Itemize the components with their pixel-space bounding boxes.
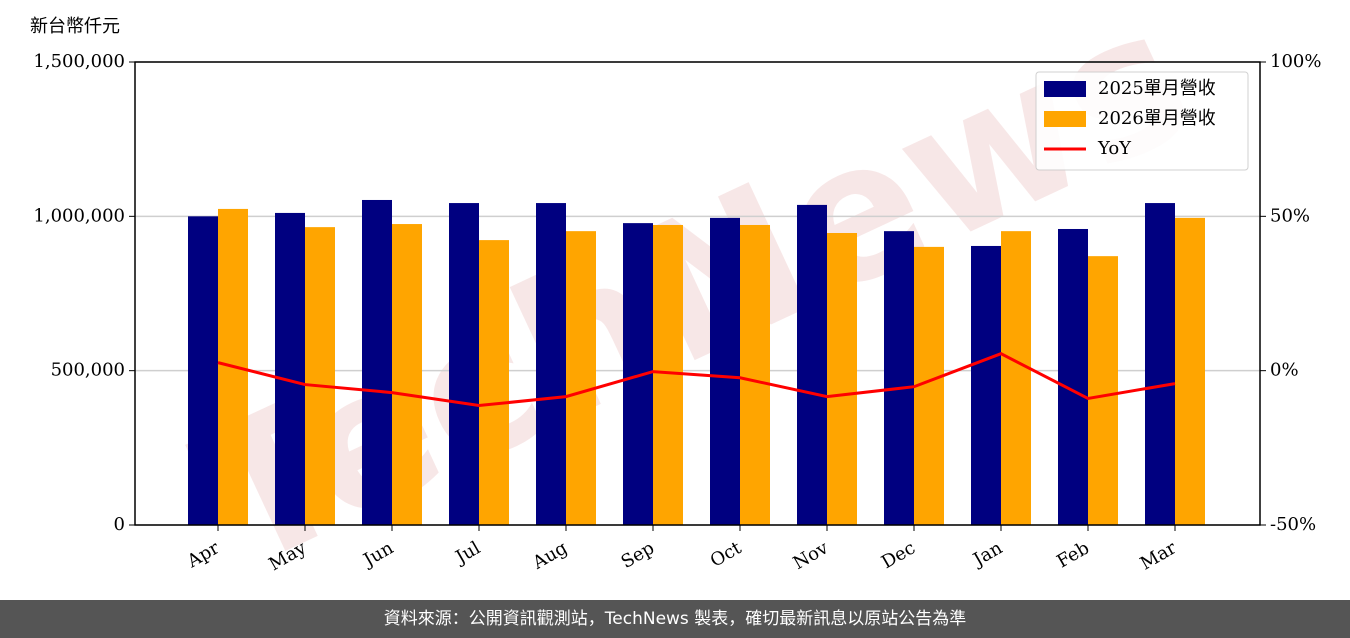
x-tick-label: Oct — [707, 537, 746, 572]
bar — [392, 224, 422, 526]
x-tick-label: Jul — [450, 537, 484, 569]
bar — [188, 216, 218, 526]
chart: 新台幣仟元 TechNews 0500,0001,000,0001,500,00… — [30, 0, 1321, 600]
legend-label: YoY — [1097, 138, 1132, 159]
bar — [1088, 256, 1118, 525]
x-tick-label: Nov — [790, 537, 833, 574]
footer: 資料來源：公開資訊觀測站，TechNews 製表，確切最新訊息以原站公告為準 — [0, 600, 1350, 638]
bar — [1001, 231, 1031, 525]
bar — [653, 224, 683, 525]
y2-tick-label: 50% — [1270, 205, 1310, 226]
x-tick-label: Jan — [968, 537, 1006, 571]
bar — [449, 203, 479, 525]
bar — [362, 199, 392, 525]
bar — [884, 231, 914, 525]
bar — [971, 245, 1001, 525]
legend-label: 2026單月營收 — [1098, 108, 1216, 129]
legend-box — [1035, 71, 1249, 171]
bar — [536, 203, 566, 525]
y-axis-label: 新台幣仟元 — [30, 16, 120, 37]
y2-tick-label: 100% — [1270, 51, 1321, 72]
y2-tick-label: -50% — [1270, 514, 1316, 535]
bar — [1058, 228, 1088, 526]
x-tick-label: Dec — [878, 537, 919, 573]
bar — [275, 212, 305, 526]
line — [217, 352, 1176, 408]
bar — [479, 240, 509, 526]
x-tick-label: Apr — [183, 537, 223, 572]
legend-label: 2025單月營收 — [1098, 78, 1216, 99]
y-tick-label: 500,000 — [51, 360, 125, 381]
y-tick-label: 1,000,000 — [33, 205, 125, 226]
bar — [797, 204, 827, 526]
bar — [740, 224, 770, 525]
bar — [566, 231, 596, 525]
bar — [1145, 203, 1175, 525]
x-tick-label: Sep — [618, 537, 658, 572]
y-tick-label: 0 — [114, 514, 125, 535]
y2-tick-label: 0% — [1270, 360, 1299, 381]
plot-frame — [134, 61, 1261, 526]
y-tick-label: 1,500,000 — [33, 51, 125, 72]
legend-swatch — [1044, 111, 1086, 127]
bar — [1175, 217, 1205, 526]
bar — [827, 233, 857, 525]
x-tick-label: Mar — [1137, 537, 1181, 574]
bar — [710, 217, 740, 526]
x-tick-label: Aug — [528, 537, 571, 574]
legend-swatch — [1044, 81, 1086, 97]
x-tick-label: Feb — [1053, 537, 1093, 572]
bar — [305, 227, 335, 526]
